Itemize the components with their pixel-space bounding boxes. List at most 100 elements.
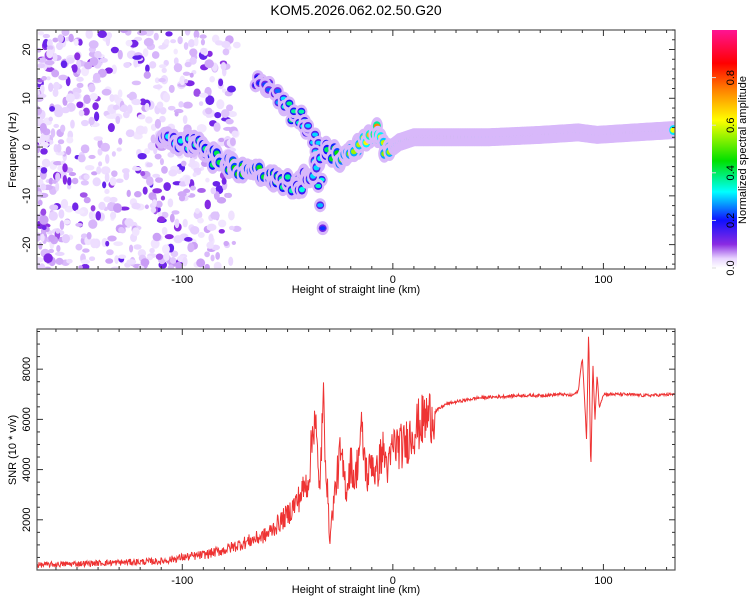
- spectrogram-cell: [226, 104, 234, 112]
- spectrogram-cell: [154, 77, 160, 84]
- spectrogram-cell: [131, 98, 142, 106]
- x-tick-label: 100: [594, 274, 612, 286]
- spectrogram-cell: [194, 207, 200, 214]
- x-tick-label: -100: [171, 274, 193, 286]
- spectrogram-cell: [189, 157, 196, 168]
- spectrogram-cell: [133, 58, 139, 68]
- spectrogram-cell: [168, 84, 175, 93]
- spectrogram-cell: [48, 211, 58, 221]
- spectrogram-cell: [88, 40, 99, 49]
- spectrogram-cell: [182, 101, 193, 109]
- spectrogram-cell: [89, 93, 98, 101]
- spectrogram-cell: [229, 137, 236, 146]
- spectrogram-cell: [132, 227, 140, 237]
- spectrogram-cell: [160, 195, 166, 201]
- spectrogram-cell: [133, 133, 143, 140]
- spectrogram-cell: [72, 202, 79, 212]
- spectrogram-cell: [156, 101, 164, 109]
- spectrogram-cell: [123, 170, 130, 181]
- spectrogram-cell: [134, 191, 142, 198]
- spectrogram-cell: [73, 38, 79, 46]
- spectrogram-cell: [114, 255, 119, 264]
- spectrogram-cell: [221, 177, 227, 185]
- colorbar-tick-label: 0.4: [725, 165, 737, 180]
- spectrogram-cell: [37, 106, 43, 116]
- spectrogram-cell: [119, 206, 130, 211]
- spectrogram-cell: [55, 182, 60, 192]
- spectrogram-cell: [81, 263, 90, 269]
- spectrogram-cell: [44, 66, 55, 73]
- x-tick-label: -100: [171, 575, 193, 587]
- spectrogram-cell: [213, 191, 220, 200]
- spectrogram-cell: [82, 248, 90, 253]
- spectrogram-cell: [179, 75, 186, 86]
- spectrogram-cell: [212, 180, 221, 187]
- spectrogram-cell: [56, 143, 62, 153]
- spectrogram-cell: [38, 242, 43, 250]
- spectrogram-cell: [76, 76, 84, 82]
- spectrogram-cell: [48, 234, 56, 242]
- spectrogram-cell: [54, 109, 63, 118]
- spectrogram-cell: [37, 199, 43, 206]
- spectrogram-cell: [218, 78, 224, 87]
- spectrogram-cell: [161, 165, 168, 174]
- spectrogram-cell: [210, 187, 217, 195]
- spectrogram-cell: [315, 140, 322, 145]
- spectrogram-cell: [88, 116, 95, 126]
- spectrogram-cell: [48, 248, 55, 254]
- spectrogram-cell: [228, 256, 234, 267]
- spectrogram-cell: [40, 208, 47, 216]
- spectrogram-cell: [174, 111, 179, 117]
- spectrogram-cell: [88, 154, 96, 159]
- spectrogram-cell: [82, 107, 90, 116]
- spectrogram-cell: [97, 148, 103, 156]
- colorbar-tick-label: 0.0: [725, 260, 737, 275]
- spectrogram-cell: [180, 160, 187, 167]
- spectrogram-cell: [124, 218, 134, 227]
- spectrogram-cell: [75, 222, 83, 227]
- spectrogram-cell: [109, 176, 117, 186]
- spectrogram-cell: [88, 256, 96, 262]
- spectrogram-cell: [158, 64, 167, 69]
- spectrogram-cell: [184, 237, 193, 242]
- spectrogram-cell: [60, 60, 68, 69]
- spectrogram-cell: [220, 109, 230, 118]
- spectrogram-cell: [216, 197, 227, 204]
- spectrogram-cell: [157, 216, 166, 223]
- spectrogram-cell: [228, 225, 235, 231]
- spectrogram-cell: [105, 32, 113, 39]
- spectrogram-cell: [59, 220, 65, 231]
- spectrogram-cell: [147, 141, 157, 151]
- spectrogram-cell: [76, 101, 84, 109]
- spectrogram-cell: [135, 125, 146, 135]
- spectrogram-cell: [298, 109, 305, 114]
- spectrogram-image: [37, 30, 675, 269]
- spectrogram-cell: [52, 37, 59, 43]
- spectrogram-cell: [102, 181, 107, 189]
- spectrogram-cell: [93, 111, 100, 122]
- spectrogram-cell: [205, 95, 215, 106]
- y-tick-label: 8000: [21, 357, 33, 381]
- spectrogram-cell: [173, 235, 183, 244]
- y-tick-label: -20: [21, 237, 33, 253]
- spectrogram-cell: [149, 247, 155, 254]
- spectrogram-cell: [88, 219, 98, 229]
- spectrogram-cell: [57, 165, 64, 172]
- spectrogram-cell: [145, 64, 150, 73]
- spectrogram-cell: [126, 259, 137, 265]
- spectrogram-cell: [80, 259, 91, 265]
- spectrogram-cell: [183, 188, 191, 193]
- spectrogram-cell: [132, 166, 142, 171]
- spectrogram-cell: [143, 37, 154, 47]
- spectrogram-cell: [79, 192, 88, 198]
- spectrogram-cell: [125, 129, 135, 138]
- spectrogram-cell: [162, 92, 171, 103]
- spectrogram-cell: [206, 50, 213, 57]
- spectrogram-cell: [88, 83, 96, 93]
- spectrogram-cell: [105, 114, 116, 119]
- spectrogram-cell: [161, 244, 170, 254]
- spectrogram-cell: [118, 254, 127, 259]
- spectrogram-cell: [74, 52, 81, 61]
